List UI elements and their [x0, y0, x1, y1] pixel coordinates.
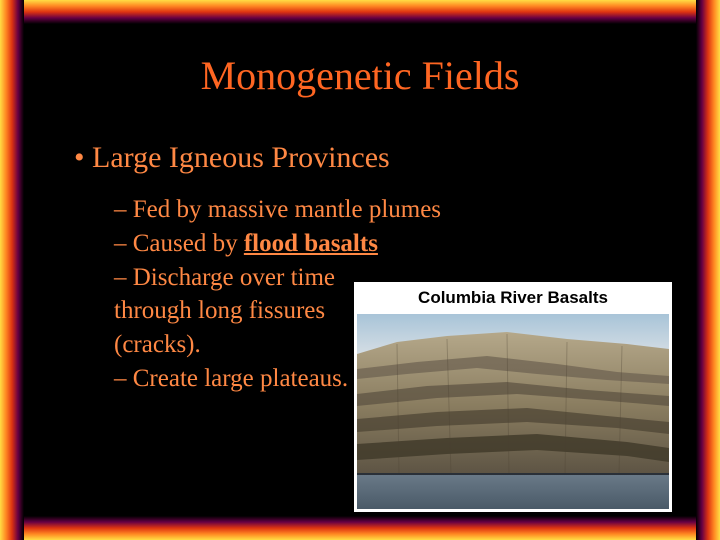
border-top — [0, 0, 720, 24]
border-bottom — [0, 516, 720, 540]
sub-bullet-2-bold: flood basalts — [244, 230, 378, 257]
sub-bullet-1: – Fed by massive mantle plumes — [114, 193, 696, 227]
border-left — [0, 0, 24, 540]
border-right — [696, 0, 720, 540]
image-caption: Columbia River Basalts — [354, 282, 672, 312]
image-box: Columbia River Basalts — [354, 282, 672, 512]
sub-bullet-2: – Caused by flood basalts — [114, 227, 696, 261]
sub-bullet-2-prefix: – Caused by — [114, 230, 244, 257]
slide-title: Monogenetic Fields — [24, 52, 696, 99]
basalt-image — [357, 314, 669, 509]
main-bullet: • Large Igneous Provinces — [74, 141, 696, 175]
slide-content: Monogenetic Fields • Large Igneous Provi… — [24, 24, 696, 516]
